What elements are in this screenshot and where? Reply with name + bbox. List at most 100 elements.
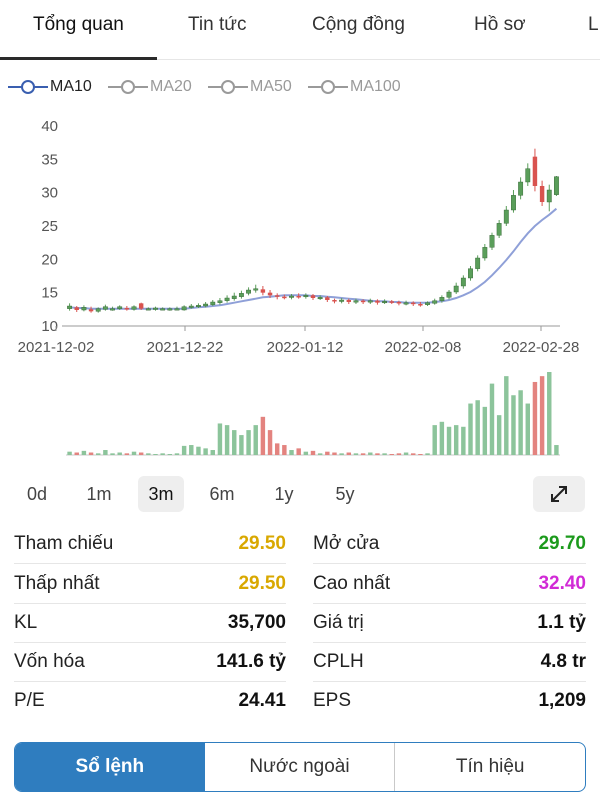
- candle-body: [396, 302, 402, 304]
- volume-bar: [260, 416, 266, 455]
- candle-body: [124, 308, 130, 310]
- stat-value-traded: Giá trị 1.1 tỷ: [313, 603, 586, 643]
- tab-community[interactable]: Cộng đồng: [312, 14, 405, 35]
- candle-body: [367, 300, 373, 303]
- row-divider: [313, 603, 586, 604]
- volume-bar: [310, 450, 316, 455]
- stat-value: 29.50: [238, 573, 286, 594]
- top-tab-bar: Tổng quan Tin tức Cộng đồng Hồ sơ L: [0, 0, 600, 60]
- candle-body: [296, 296, 301, 298]
- candle-body: [181, 306, 187, 311]
- volume-bar: [196, 446, 201, 455]
- line-marker-icon: [108, 80, 148, 94]
- x-tick-label: 2021-12-02: [18, 339, 95, 356]
- volume-bar: [332, 452, 337, 455]
- candle-body: [67, 305, 72, 309]
- volume-bar: [360, 453, 366, 455]
- volume-bar: [210, 450, 215, 455]
- volume-bar: [368, 452, 373, 455]
- period-5y[interactable]: 5y: [335, 484, 355, 504]
- volume-bar: [146, 453, 151, 455]
- candle-body: [102, 306, 108, 310]
- volume-bar: [303, 451, 309, 455]
- legend-ma20[interactable]: MA20: [108, 76, 192, 98]
- candle-body: [138, 303, 144, 309]
- legend-ma100[interactable]: MA100: [308, 76, 401, 98]
- tab-foreign-trading[interactable]: Nước ngoài: [205, 743, 396, 791]
- volume-bar: [174, 453, 180, 455]
- price-chart[interactable]: 40 35 30 25 20 15 10 2021-12-02 2021-12-22 2022-0…: [0, 110, 600, 360]
- tab-profile[interactable]: Hồ sơ: [474, 14, 526, 35]
- stat-label: Cao nhất: [313, 573, 391, 594]
- candle-body: [131, 306, 137, 310]
- volume-bar: [353, 453, 359, 455]
- row-divider: [313, 681, 586, 682]
- tab-overview[interactable]: Tổng quan: [33, 14, 124, 35]
- stat-value: 1,209: [538, 690, 586, 711]
- period-3m[interactable]: 3m: [138, 476, 184, 512]
- period-selector: 0d 1m 3m 6m 1y 5y: [0, 476, 600, 512]
- stat-reference-price: Tham chiếu 29.50: [14, 524, 286, 564]
- candle-body: [446, 291, 452, 298]
- tab-order-book[interactable]: Sổ lệnh: [15, 743, 205, 791]
- candle-body: [511, 195, 516, 211]
- period-6m[interactable]: 6m: [209, 484, 235, 504]
- candle-body: [353, 300, 359, 303]
- stat-value: 4.8 tr: [540, 651, 586, 672]
- volume-bar: [124, 453, 130, 455]
- y-tick-label: 40: [41, 118, 58, 135]
- candle-body: [346, 300, 352, 302]
- row-divider: [14, 681, 286, 682]
- candle-body: [289, 295, 294, 298]
- tab-more[interactable]: L: [588, 14, 599, 35]
- y-tick-label: 35: [41, 151, 58, 168]
- stat-label: P/E: [14, 690, 45, 711]
- line-marker-icon: [8, 80, 48, 94]
- candle-body: [453, 285, 459, 293]
- stat-label: CPLH: [313, 651, 364, 672]
- legend-ma50[interactable]: MA50: [208, 76, 292, 98]
- legend-label: MA100: [350, 78, 401, 95]
- volume-bar: [532, 381, 538, 455]
- candle-body: [238, 293, 244, 297]
- x-tick-label: 2022-02-28: [503, 339, 580, 356]
- volume-bar: [439, 421, 445, 455]
- period-1y[interactable]: 1y: [274, 484, 294, 504]
- candle-body: [196, 305, 201, 308]
- legend-label: MA50: [250, 78, 292, 95]
- candle-body: [267, 292, 273, 296]
- volume-bar: [95, 453, 101, 455]
- candle-body: [203, 303, 209, 307]
- period-0d[interactable]: 0d: [26, 484, 48, 504]
- candle-body: [310, 295, 316, 298]
- volume-chart: [66, 372, 560, 456]
- period-1m[interactable]: 1m: [86, 484, 112, 504]
- volume-bar: [253, 425, 258, 455]
- volume-bar: [274, 443, 280, 455]
- volume-bar: [475, 400, 480, 455]
- volume-bar: [167, 454, 173, 455]
- tab-news[interactable]: Tin tức: [188, 14, 247, 35]
- y-tick-label: 15: [41, 285, 58, 302]
- y-tick-label: 25: [41, 218, 58, 235]
- volume-bar: [468, 403, 473, 455]
- ma10-line: [69, 207, 558, 310]
- stat-value: 29.70: [538, 533, 586, 554]
- legend-ma10[interactable]: MA10: [8, 76, 92, 98]
- candle-body: [188, 305, 194, 308]
- candle-body: [231, 295, 237, 299]
- tab-signals[interactable]: Tín hiệu: [455, 756, 525, 777]
- stat-label: Giá trị: [313, 612, 364, 633]
- legend-label: MA10: [50, 78, 92, 95]
- volume-bar: [425, 453, 430, 455]
- candle-body: [110, 308, 115, 311]
- volume-bar: [525, 403, 531, 455]
- volume-bar: [246, 430, 251, 455]
- candle-body: [332, 300, 337, 302]
- stat-eps: EPS 1,209: [313, 681, 586, 721]
- volume-bar: [403, 452, 409, 455]
- fullscreen-button[interactable]: [533, 476, 585, 512]
- x-tick-label: 2021-12-22: [147, 339, 224, 356]
- stat-label: Mở cửa: [313, 533, 380, 554]
- y-tick-label: 30: [41, 185, 58, 202]
